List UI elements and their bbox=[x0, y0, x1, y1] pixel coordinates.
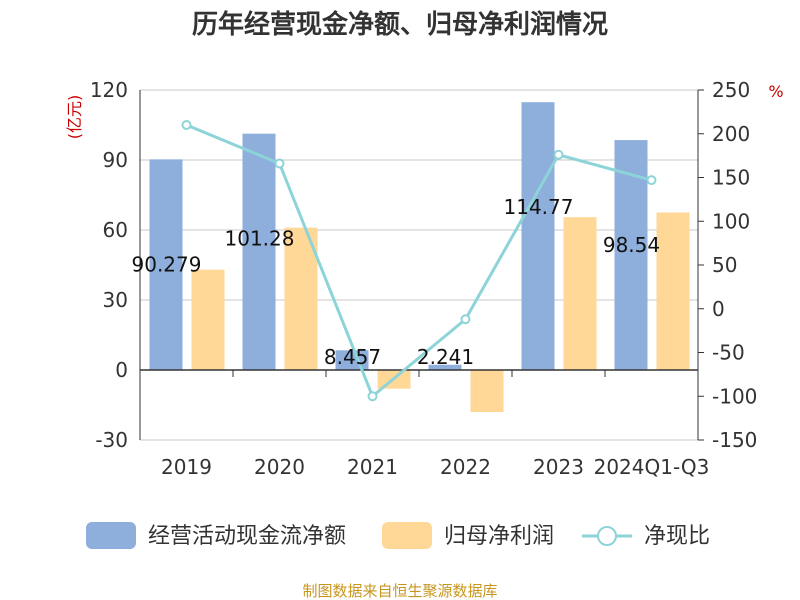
legend-swatch-1 bbox=[382, 522, 432, 549]
bar-cashflow-0 bbox=[149, 159, 183, 370]
data-label-3: 2.241 bbox=[417, 345, 474, 369]
y-tick-label: 90 bbox=[103, 148, 128, 172]
y2-tick-label: -150 bbox=[712, 428, 757, 452]
y-tick-label: -30 bbox=[95, 428, 128, 452]
legend-swatch-0 bbox=[86, 522, 136, 549]
x-tick-label: 2019 bbox=[161, 455, 212, 479]
bar-marks bbox=[149, 102, 690, 412]
y2-tick-label: 100 bbox=[712, 209, 750, 233]
y2-tick-label: -100 bbox=[712, 384, 757, 408]
bar-net-profit-4 bbox=[563, 217, 597, 370]
data-label-5: 98.54 bbox=[603, 233, 660, 257]
line-point-5 bbox=[646, 175, 657, 186]
y2-tick-label: 0 bbox=[712, 297, 725, 321]
y2-tick-label: -50 bbox=[712, 341, 745, 365]
legend-label-0: 经营活动现金流净额 bbox=[148, 524, 346, 549]
legend: 经营活动现金流净额 归母净利润 净现比 bbox=[86, 522, 710, 549]
y-tick-label: 60 bbox=[103, 218, 128, 242]
data-label-0: 90.279 bbox=[132, 252, 202, 276]
left-axis-unit: (亿元) bbox=[65, 95, 84, 140]
bar-cashflow-3 bbox=[428, 364, 462, 370]
bar-cashflow-4 bbox=[521, 102, 555, 370]
y2-tick-label: 200 bbox=[712, 122, 750, 146]
axes: -30 0 30 60 90 120 -150 -100 -50 0 50 100 150 200 250 2… bbox=[90, 78, 758, 479]
bar-cashflow-1 bbox=[242, 133, 276, 370]
x-tick-label: 2022 bbox=[440, 455, 491, 479]
data-label-4: 114.77 bbox=[504, 195, 574, 219]
bar-net-profit-3 bbox=[470, 370, 504, 412]
legend-label-1: 归母净利润 bbox=[444, 524, 554, 549]
bar-net-profit-1 bbox=[284, 227, 318, 370]
y2-tick-label: 150 bbox=[712, 166, 750, 190]
bar-net-profit-0 bbox=[191, 269, 225, 370]
data-labels: 90.279 101.28 8.457 2.241 114.77 98.54 bbox=[132, 195, 661, 369]
line-point-3 bbox=[460, 314, 471, 325]
x-tick-label: 2023 bbox=[533, 455, 584, 479]
right-axis-unit: % bbox=[768, 82, 783, 101]
y-tick-label: 120 bbox=[90, 78, 128, 102]
line-point-4 bbox=[553, 149, 564, 160]
y2-tick-label: 250 bbox=[712, 78, 750, 102]
x-tick-label: 2020 bbox=[254, 455, 305, 479]
line-point-0 bbox=[181, 120, 192, 130]
source-note: 制图数据来自恒生聚源数据库 bbox=[302, 582, 497, 600]
x-tick-label: 2021 bbox=[347, 455, 398, 479]
legend-marker bbox=[597, 526, 617, 546]
bar-net-profit-5 bbox=[656, 212, 690, 370]
y-tick-label: 0 bbox=[115, 358, 128, 382]
chart-title: 历年经营现金净额、归母净利润情况 bbox=[192, 9, 608, 40]
legend-label-2: 净现比 bbox=[644, 524, 710, 549]
line-net-cash-ratio bbox=[185, 123, 652, 399]
y-tick-label: 30 bbox=[103, 288, 128, 312]
data-label-2: 8.457 bbox=[324, 345, 381, 369]
data-label-1: 101.28 bbox=[225, 227, 295, 251]
x-tick-label: 2024Q1-Q3 bbox=[594, 455, 710, 479]
line-point-1 bbox=[274, 158, 285, 169]
line-series bbox=[181, 120, 657, 402]
y2-tick-label: 50 bbox=[712, 253, 737, 277]
line-point-2 bbox=[367, 391, 378, 402]
grid-lines bbox=[140, 89, 698, 441]
